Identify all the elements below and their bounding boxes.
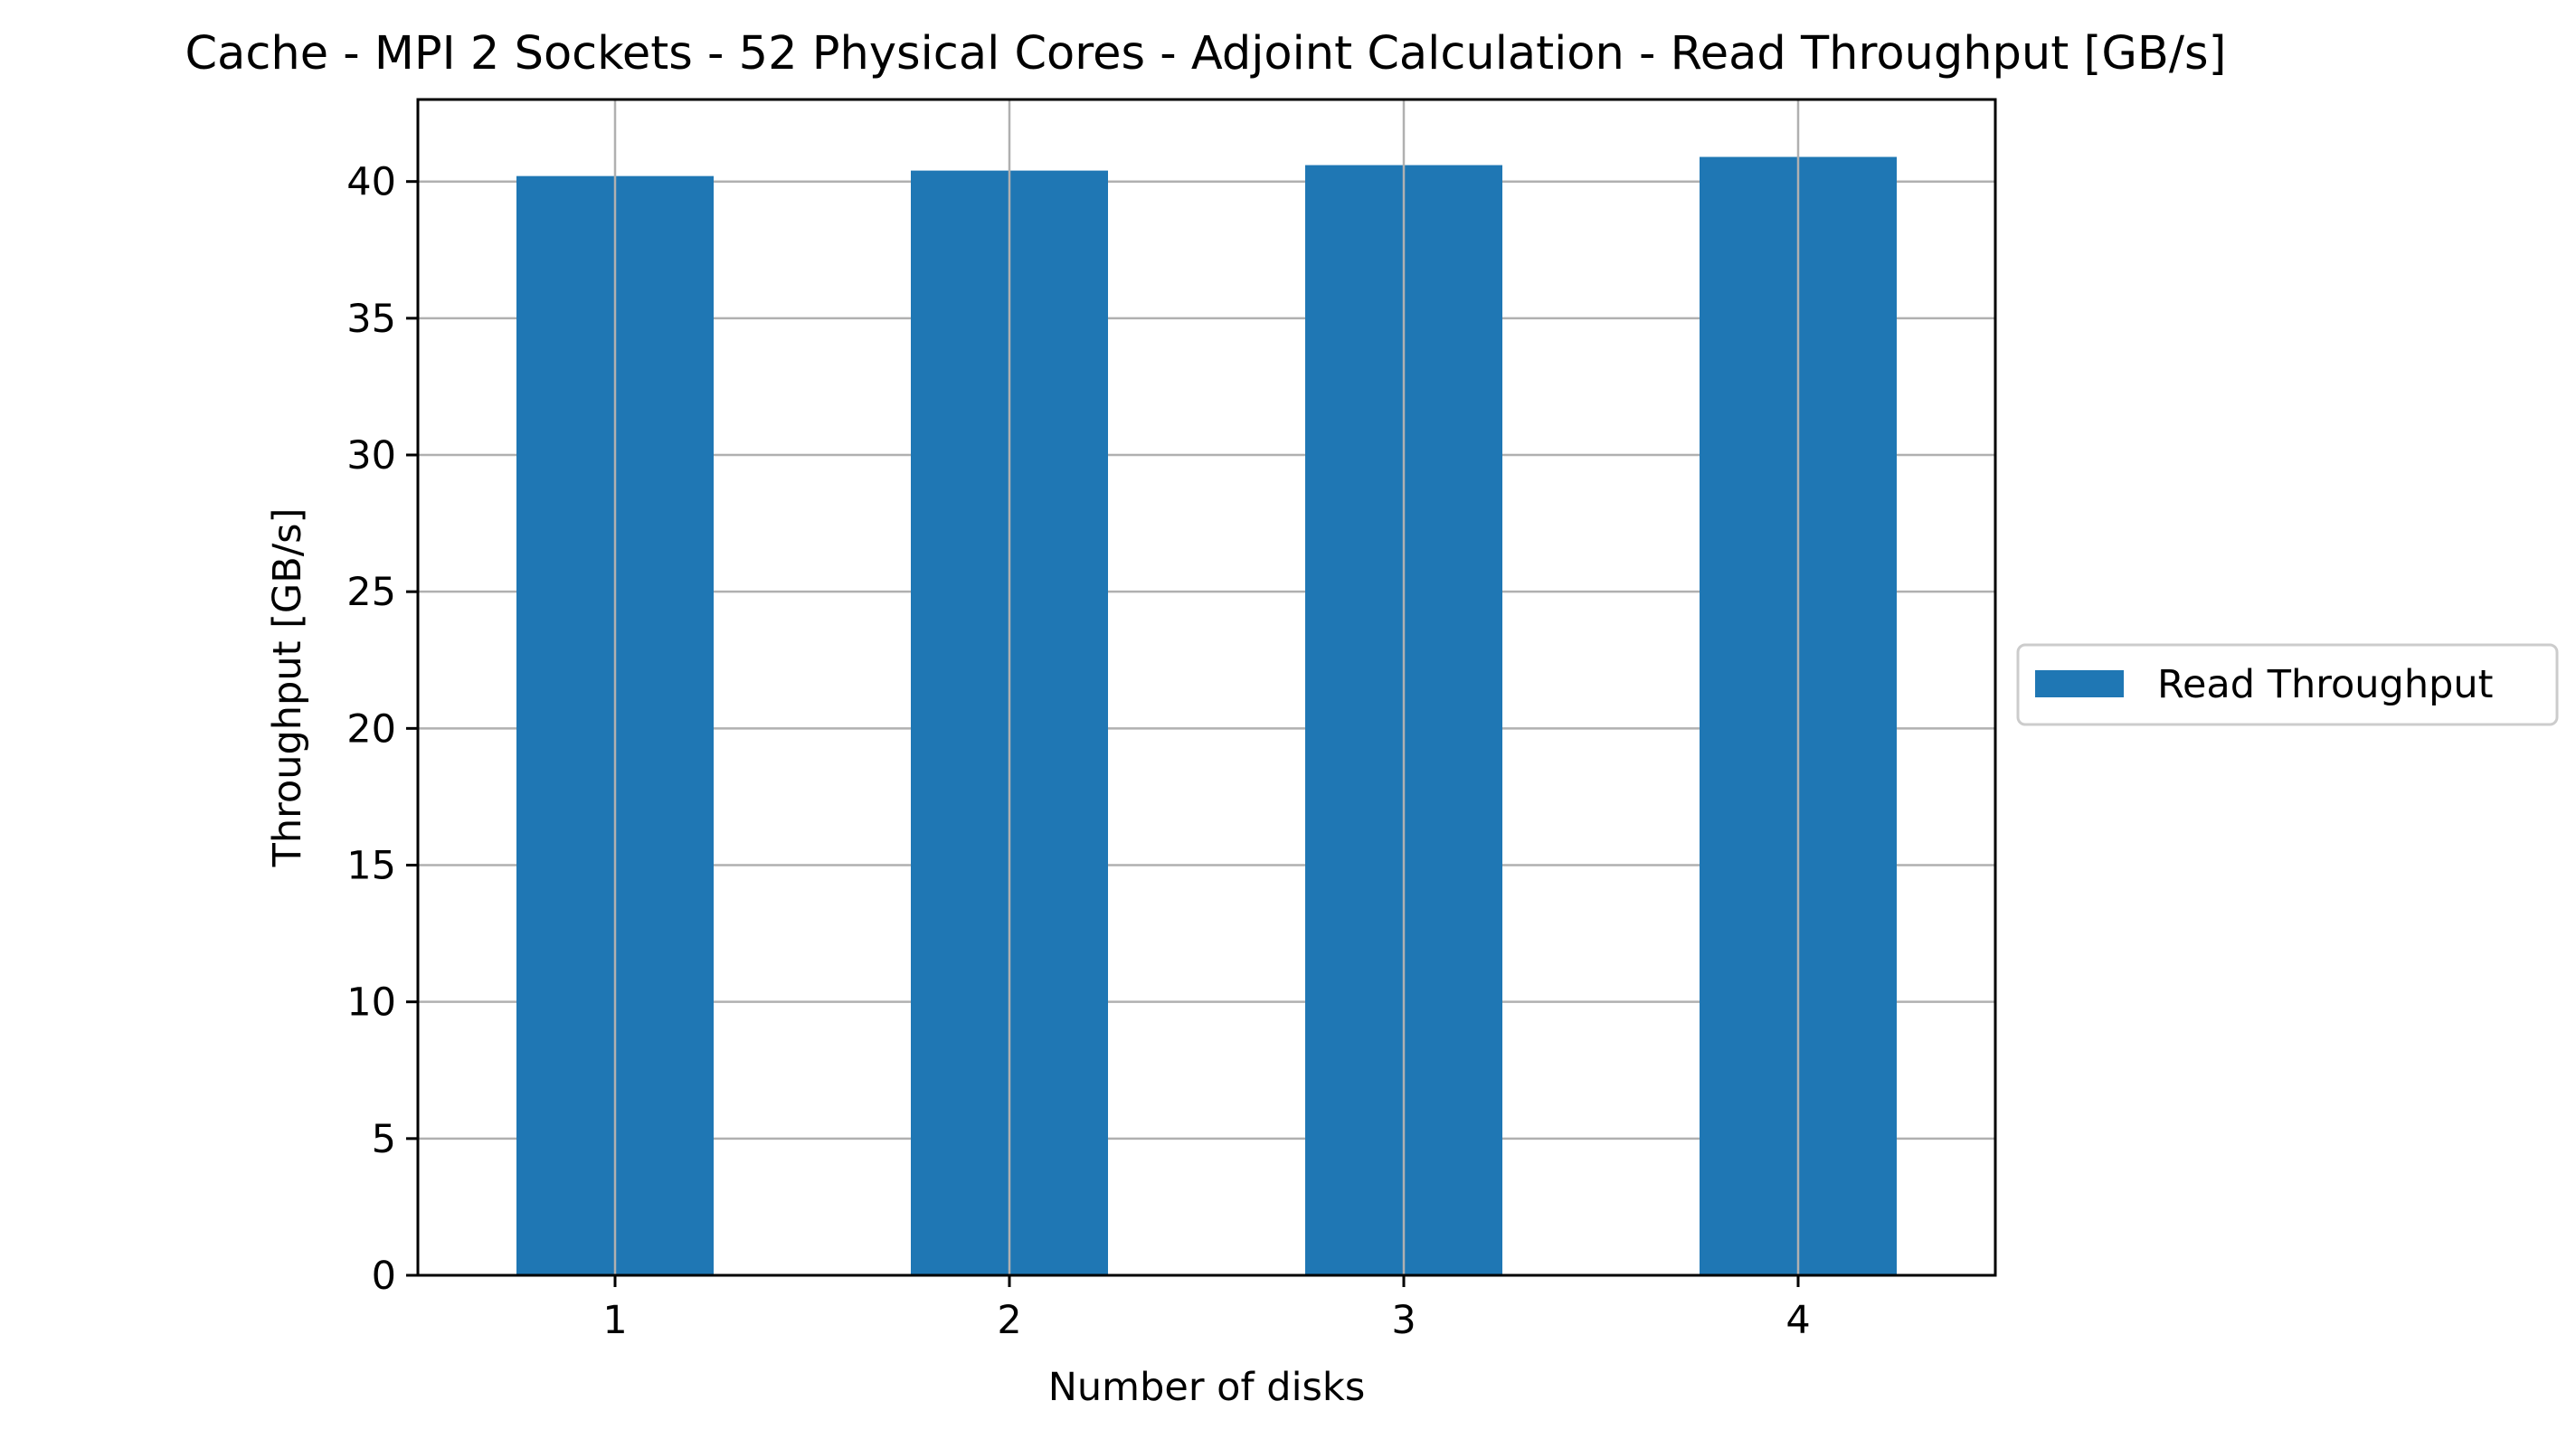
y-tick-label: 40	[346, 160, 396, 205]
legend-label: Read Throughput	[2157, 662, 2493, 707]
x-tick-label: 3	[1391, 1298, 1416, 1343]
x-tick-label: 2	[997, 1298, 1021, 1343]
y-tick-label: 5	[372, 1117, 396, 1162]
x-tick-label: 4	[1785, 1298, 1810, 1343]
y-tick-label: 10	[346, 980, 396, 1026]
x-axis-label: Number of disks	[1048, 1365, 1365, 1410]
y-axis-ticks: 0 5 10 15 20 25 30 35 40	[346, 160, 418, 1299]
plot-frame	[416, 98, 1997, 1277]
legend: Read Throughput	[2016, 643, 2559, 726]
y-tick-label: 30	[346, 433, 396, 478]
chart-title: Cache - MPI 2 Sockets - 52 Physical Core…	[185, 27, 2226, 80]
y-tick-label: 35	[346, 297, 396, 342]
legend-frame	[2016, 643, 2559, 726]
x-tick-label: 1	[602, 1298, 627, 1343]
vertical-grid-lines	[613, 99, 1800, 1275]
y-tick-label: 20	[346, 706, 396, 752]
y-tick-label: 15	[346, 844, 396, 889]
legend-swatch	[2035, 670, 2124, 697]
y-tick-label: 25	[346, 570, 396, 615]
y-axis-label: Throughput [GB/s]	[265, 508, 310, 868]
bars	[516, 156, 1897, 1276]
x-axis-ticks: 1 2 3 4	[602, 1275, 1811, 1343]
y-tick-label: 0	[372, 1254, 396, 1299]
